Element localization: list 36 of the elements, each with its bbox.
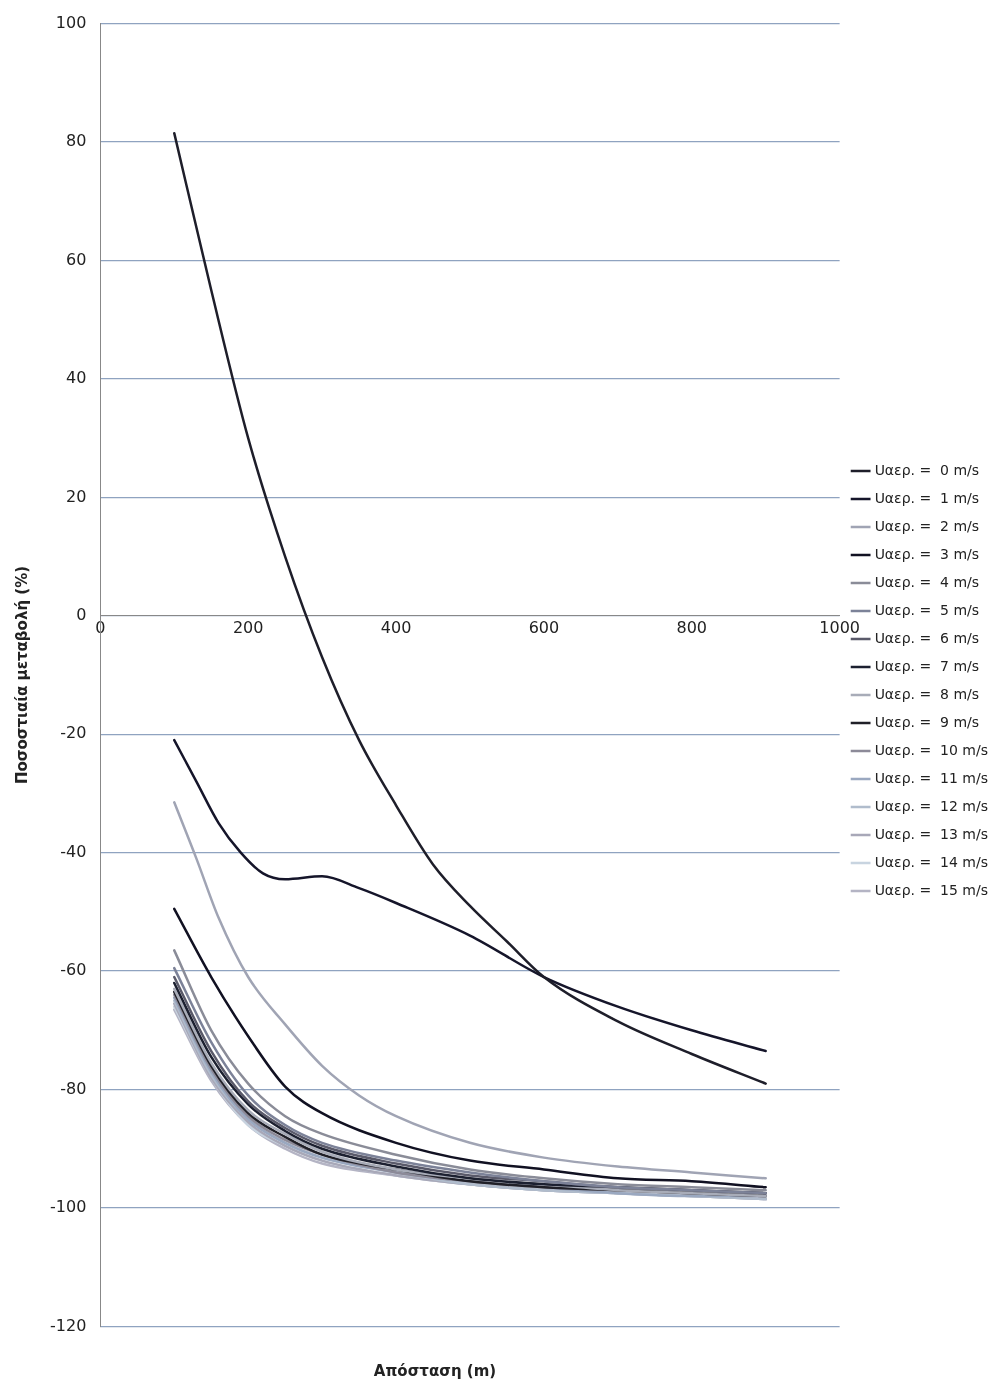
y-tick-label: 40 [65, 368, 87, 388]
legend-label: Uαερ. = 9 m/s [874, 713, 980, 730]
y-tick-label: 100 [55, 12, 87, 32]
legend-label: Uαερ. = 6 m/s [874, 629, 980, 646]
y-tick-label: 60 [65, 249, 87, 269]
y-tick-label: -20 [60, 723, 87, 743]
x-tick-label: 1000 [819, 617, 860, 637]
legend-label: Uαερ. = 4 m/s [874, 573, 980, 590]
x-tick-label: 800 [676, 617, 708, 637]
y-axis-title: Ποσοστιαία μεταβολή (%) [12, 565, 31, 785]
legend-label: Uαερ. = 8 m/s [874, 685, 980, 702]
legend-label: Uαερ. = 1 m/s [874, 489, 980, 506]
y-tick-label: -60 [60, 960, 87, 980]
legend-label: Uαερ. = 5 m/s [874, 601, 980, 618]
x-tick-label: 400 [380, 617, 412, 637]
y-tick-label: 20 [65, 486, 87, 506]
legend-label: Uαερ. = 0 m/s [874, 461, 980, 478]
legend-label: Uαερ. = 7 m/s [874, 657, 980, 674]
legend-label: Uαερ. = 15 m/s [874, 881, 988, 898]
y-tick-label: -120 [50, 1315, 87, 1335]
legend-label: Uαερ. = 2 m/s [874, 517, 980, 534]
legend-label: Uαερ. = 13 m/s [874, 825, 988, 842]
legend-label: Uαερ. = 11 m/s [874, 769, 988, 786]
x-tick-label: 600 [528, 617, 560, 637]
legend-label: Uαερ. = 10 m/s [874, 741, 988, 758]
y-tick-label: -80 [60, 1078, 87, 1098]
y-tick-label: -100 [50, 1197, 87, 1217]
legend-label: Uαερ. = 14 m/s [874, 853, 988, 870]
y-tick-label: 0 [76, 604, 87, 624]
y-tick-label: 80 [65, 131, 87, 151]
y-tick-label: -40 [60, 841, 87, 861]
legend-label: Uαερ. = 3 m/s [874, 545, 980, 562]
x-axis-title: Απόσταση (m) [372, 1362, 498, 1380]
x-tick-label: 200 [232, 617, 264, 637]
x-tick-label: 0 [95, 617, 106, 637]
legend-label: Uαερ. = 12 m/s [874, 797, 988, 814]
